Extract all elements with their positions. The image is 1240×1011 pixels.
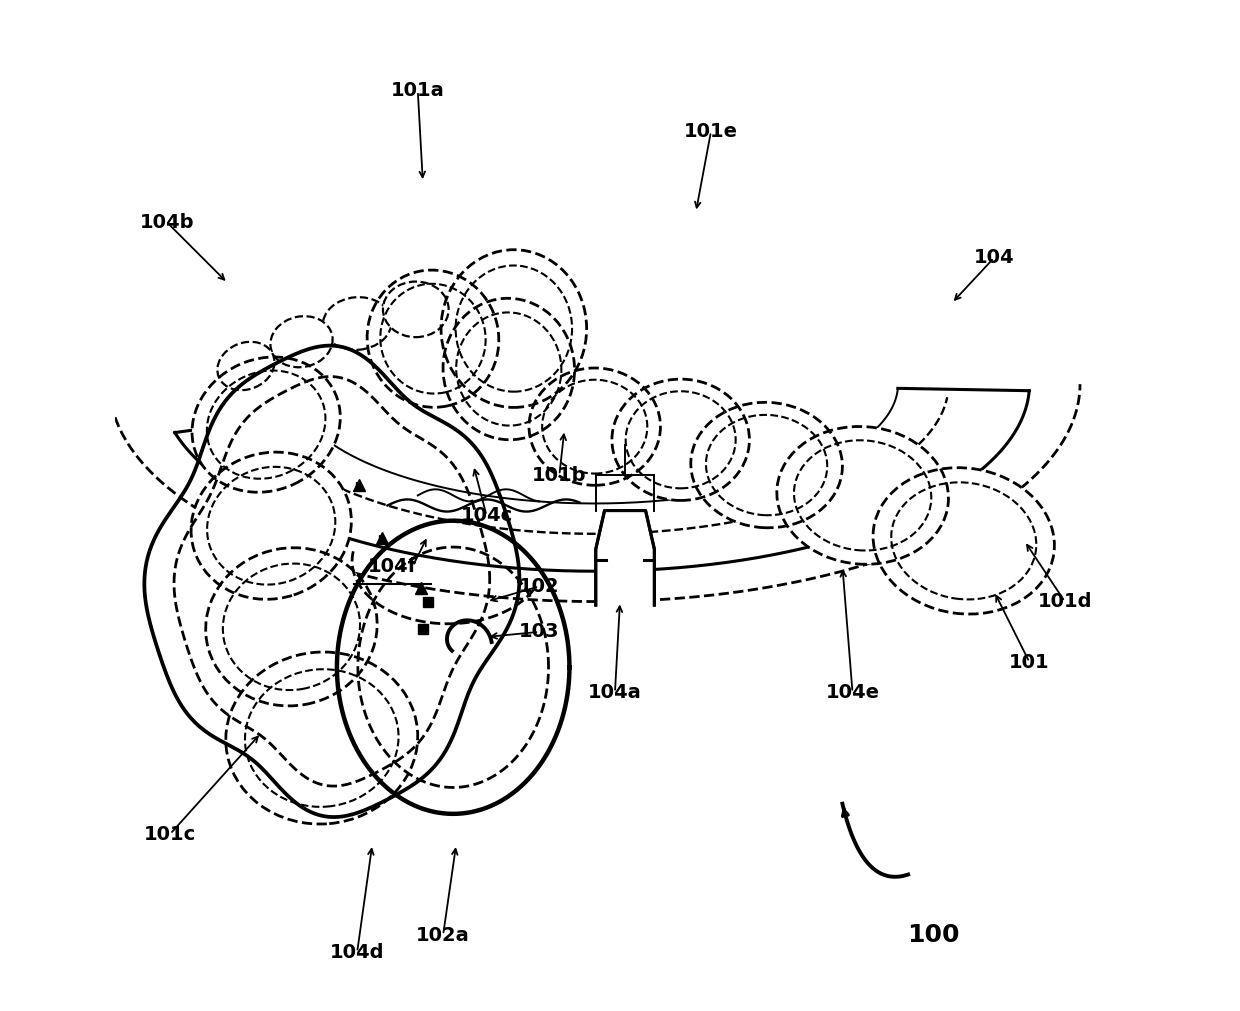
Text: 104: 104 bbox=[973, 249, 1014, 267]
Ellipse shape bbox=[367, 270, 498, 407]
Ellipse shape bbox=[217, 342, 274, 390]
Text: 101e: 101e bbox=[684, 122, 738, 141]
Ellipse shape bbox=[192, 357, 340, 492]
Ellipse shape bbox=[206, 548, 377, 706]
Text: 104a: 104a bbox=[588, 683, 642, 702]
Ellipse shape bbox=[776, 427, 949, 564]
Text: 103: 103 bbox=[518, 623, 559, 641]
Text: 104c: 104c bbox=[460, 507, 512, 525]
Text: 104f: 104f bbox=[368, 557, 417, 575]
Polygon shape bbox=[595, 511, 655, 605]
Text: 101a: 101a bbox=[391, 82, 445, 100]
Ellipse shape bbox=[873, 468, 1054, 614]
Text: 101: 101 bbox=[1009, 653, 1050, 671]
Text: 104d: 104d bbox=[330, 943, 384, 961]
Ellipse shape bbox=[383, 282, 449, 338]
Ellipse shape bbox=[322, 297, 392, 350]
Ellipse shape bbox=[226, 652, 418, 824]
Text: 101c: 101c bbox=[144, 825, 196, 843]
Text: 102a: 102a bbox=[417, 926, 470, 944]
Text: 104b: 104b bbox=[140, 213, 195, 232]
Text: 101b: 101b bbox=[532, 466, 587, 484]
Ellipse shape bbox=[191, 452, 351, 600]
Ellipse shape bbox=[611, 379, 749, 500]
Ellipse shape bbox=[441, 250, 587, 407]
Ellipse shape bbox=[443, 298, 574, 440]
Text: 101d: 101d bbox=[1038, 592, 1092, 611]
Text: 104e: 104e bbox=[826, 683, 879, 702]
Ellipse shape bbox=[529, 368, 661, 485]
Text: 100: 100 bbox=[908, 923, 960, 947]
Ellipse shape bbox=[270, 316, 332, 367]
Text: 102: 102 bbox=[518, 577, 559, 595]
Ellipse shape bbox=[691, 402, 842, 528]
